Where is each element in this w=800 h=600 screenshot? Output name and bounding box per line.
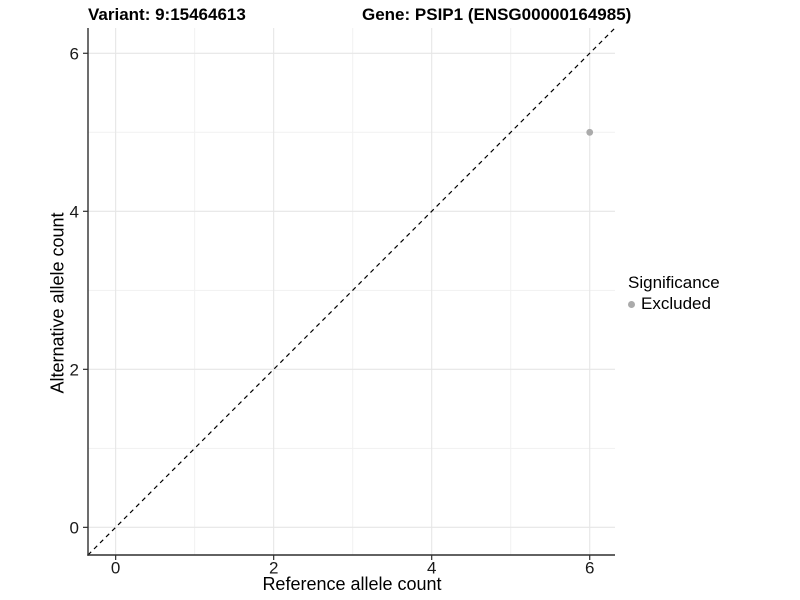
y-tick-label: 0 [70, 518, 79, 537]
y-tick-label: 4 [70, 202, 79, 221]
x-tick-label: 0 [111, 559, 120, 578]
x-tick-label: 4 [427, 559, 436, 578]
legend-title: Significance [628, 273, 720, 292]
x-axis-title: Reference allele count [262, 574, 442, 594]
y-tick-label: 2 [70, 360, 79, 379]
x-tick-label: 6 [585, 559, 594, 578]
legend-item-label: Excluded [641, 294, 711, 313]
legend-key-dot-icon [628, 300, 635, 308]
x-tick-label: 2 [269, 559, 278, 578]
identity-line [87, 27, 616, 556]
legend: Significance Excluded [628, 273, 720, 313]
gene-title: Gene: PSIP1 (ENSG00000164985) [362, 5, 632, 24]
data-point [586, 128, 594, 136]
legend-item: Excluded [628, 295, 720, 313]
legend-items: Excluded [628, 295, 720, 313]
variant-title: Variant: 9:15464613 [88, 5, 246, 24]
y-tick-label: 6 [70, 44, 79, 63]
y-axis-title: Alternative allele count [47, 212, 68, 394]
